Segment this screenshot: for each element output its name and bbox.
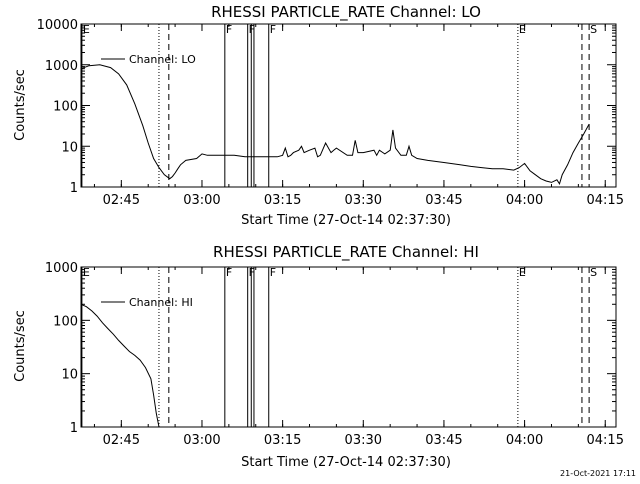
hi-x-axis-label: Start Time (27-Oct-14 02:37:30): [241, 455, 451, 470]
lo-x-tick-label: 03:15: [264, 193, 301, 208]
lo-y-tick-label: 1000: [45, 59, 78, 74]
lo-x-tick-label: 04:15: [587, 193, 624, 208]
lo-x-tick-label: 03:45: [425, 193, 462, 208]
lo-y-tick-label: 10: [61, 140, 78, 155]
hi-channel-panel: RHESSI PARTICLE_RATE Channel: HI Counts/…: [13, 243, 624, 470]
hi-x-tick-label: 03:00: [183, 433, 220, 448]
hi-marker-label: F: [249, 266, 255, 279]
hi-y-axis-label: Counts/sec: [13, 310, 28, 382]
lo-x-tick-label: 03:30: [345, 193, 382, 208]
hi-y-tick-label: 1: [70, 421, 78, 436]
lo-legend-label: Channel: LO: [129, 53, 196, 66]
lo-axes-frame: [80, 23, 617, 188]
hi-marker-label: F: [226, 266, 232, 279]
hi-marker-label: E: [83, 266, 90, 279]
hi-marker-label: E: [519, 266, 526, 279]
hi-chart-title: RHESSI PARTICLE_RATE Channel: HI: [213, 243, 479, 262]
hi-x-tick-label: 04:00: [506, 433, 543, 448]
hi-plot-area: 02:45 03:00 03:15 03:30 03:45 04:00 04:15 1 10 10…: [45, 261, 624, 448]
hi-x-tick-label: 02:45: [103, 433, 140, 448]
lo-series-line: [80, 64, 590, 185]
hi-axes-frame: [80, 266, 617, 428]
hi-x-tick-label: 04:15: [587, 433, 624, 448]
hi-x-tick-label: 03:45: [425, 433, 462, 448]
lo-channel-panel: RHESSI PARTICLE_RATE Channel: LO Counts/…: [13, 3, 624, 228]
hi-x-tick-label: 03:30: [345, 433, 382, 448]
lo-x-tick-label: 03:00: [183, 193, 220, 208]
lo-chart-title: RHESSI PARTICLE_RATE Channel: LO: [211, 3, 481, 22]
hi-y-tick-label: 1000: [45, 261, 78, 276]
lo-x-axis-label: Start Time (27-Oct-14 02:37:30): [241, 213, 451, 228]
hi-series-line: [80, 303, 160, 428]
lo-marker-label: S: [590, 23, 597, 36]
hi-legend-label: Channel: HI: [129, 296, 193, 309]
lo-x-tick-label: 04:00: [506, 193, 543, 208]
lo-plot-area: 02:45 03:00 03:15 03:30 03:45 04:00 04:15 1 10 10…: [37, 18, 624, 208]
hi-marker-label: S: [590, 266, 597, 279]
lo-marker-label: F: [270, 23, 276, 36]
lo-marker-label: E: [519, 23, 526, 36]
lo-marker-label: E: [83, 23, 90, 36]
hi-y-tick-label: 100: [53, 314, 78, 329]
hi-marker-label: F: [270, 266, 276, 279]
lo-y-tick-label: 10000: [37, 18, 78, 33]
hi-y-tick-label: 10: [61, 368, 78, 383]
lo-y-tick-label: 1: [70, 181, 78, 196]
lo-marker-label: F: [249, 23, 255, 36]
lo-marker-label: F: [226, 23, 232, 36]
lo-y-axis-label: Counts/sec: [13, 69, 28, 141]
lo-y-tick-label: 100: [53, 100, 78, 115]
lo-x-tick-label: 02:45: [103, 193, 140, 208]
hi-x-tick-label: 03:15: [264, 433, 301, 448]
generation-timestamp: 21-Oct-2021 17:11: [560, 469, 636, 478]
